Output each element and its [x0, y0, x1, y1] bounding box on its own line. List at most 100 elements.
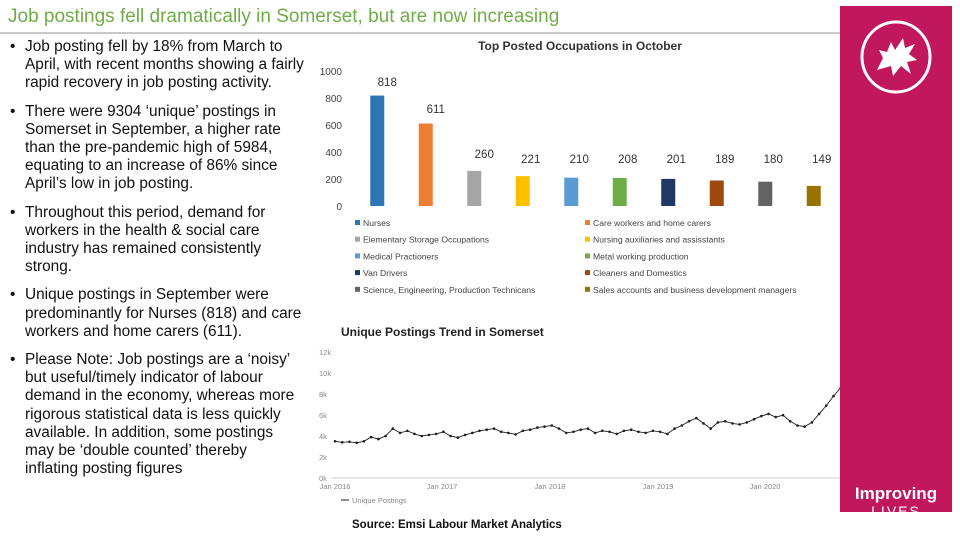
data-point	[781, 413, 785, 417]
data-point	[442, 430, 445, 434]
data-point	[362, 440, 366, 443]
line-y-tick-label: 2k	[319, 453, 327, 462]
legend-label: Metal working production	[593, 251, 689, 261]
data-point	[557, 427, 561, 430]
data-point	[673, 427, 676, 430]
data-point	[420, 434, 423, 438]
data-point	[485, 428, 488, 432]
data-point	[340, 441, 344, 444]
source-note: Source: Emsi Labour Market Analytics	[352, 519, 562, 531]
data-point	[449, 434, 452, 438]
data-point	[333, 440, 337, 443]
data-point	[666, 432, 669, 436]
data-point	[760, 414, 763, 418]
data-point	[369, 435, 373, 439]
data-point	[586, 427, 590, 430]
data-point	[702, 422, 705, 425]
legend-label: Science, Engineering, Production Technic…	[363, 285, 535, 295]
data-point	[579, 428, 582, 432]
charts-area: Top Posted Occupations in October 0 200 40…	[319, 39, 840, 531]
data-point	[564, 431, 568, 435]
data-point	[774, 415, 777, 419]
data-point	[391, 427, 395, 430]
data-point	[788, 420, 792, 423]
bullet-item: Throughout this period, demand for worke…	[8, 204, 304, 277]
bar	[515, 176, 530, 206]
data-point	[825, 404, 828, 407]
dragon-crest-icon	[860, 20, 932, 94]
bar	[467, 170, 482, 206]
data-point	[572, 430, 575, 434]
data-point	[644, 431, 647, 435]
legend-label: Cleaners and Domestics	[593, 268, 687, 278]
bar-data-label: 818	[378, 77, 397, 89]
data-point	[651, 429, 655, 433]
data-point	[687, 420, 691, 423]
bar-y-tick-label: 200	[325, 175, 342, 186]
data-point	[413, 432, 416, 436]
legend-swatch	[585, 253, 590, 259]
line-chart-title: Unique Postings Trend in Somerset	[341, 325, 544, 339]
bar-data-label: 611	[427, 104, 445, 116]
slide-title: Job postings fell dramatically in Somers…	[8, 6, 560, 27]
data-point	[593, 431, 597, 435]
data-point	[499, 430, 503, 434]
data-point	[514, 433, 517, 436]
data-point	[536, 426, 539, 429]
data-point	[839, 386, 840, 389]
line-y-tick-label: 12k	[319, 348, 331, 357]
bar-data-label: 180	[764, 154, 783, 166]
data-point	[384, 434, 387, 438]
legend-label: Sales accounts and business development …	[593, 285, 797, 295]
data-point	[377, 437, 380, 441]
bullet-list: Job posting fell by 18% from March to Ap…	[8, 38, 304, 488]
bar-data-label: 208	[618, 154, 637, 166]
data-point	[601, 429, 604, 433]
bar-y-tick-label: 800	[325, 94, 342, 105]
bar-data-label: 260	[475, 149, 494, 161]
bar	[758, 181, 773, 206]
data-point	[752, 417, 756, 421]
data-point	[456, 436, 460, 439]
data-point	[796, 424, 799, 427]
bar-y-tick-label: 1000	[320, 67, 343, 78]
line-x-tick-label: Jan 2018	[535, 482, 566, 491]
bullet-item: Unique postings in September were predom…	[8, 286, 304, 341]
data-point	[398, 431, 402, 435]
data-point	[767, 412, 770, 416]
legend-swatch	[355, 286, 360, 292]
bar-data-label: 149	[812, 154, 831, 166]
bar-y-tick-label: 0	[336, 202, 342, 213]
legend-label: Care workers and home carers	[593, 218, 711, 228]
data-point	[528, 428, 532, 432]
bar-data-label: 221	[521, 154, 540, 166]
data-point	[406, 429, 409, 433]
line-x-tick-label: Jan 2016	[320, 482, 351, 491]
data-point	[507, 431, 510, 435]
data-point	[637, 430, 640, 434]
data-point	[463, 433, 467, 437]
data-point	[622, 429, 626, 433]
data-point	[658, 430, 662, 434]
data-point	[615, 432, 619, 436]
data-point	[355, 441, 358, 445]
line-y-tick-label: 6k	[319, 411, 327, 420]
bar	[370, 95, 385, 206]
line-legend-label: Unique Postings	[352, 496, 407, 505]
data-point	[716, 421, 720, 424]
line-y-tick-label: 4k	[319, 432, 327, 441]
bar	[661, 178, 676, 206]
data-point	[723, 420, 727, 423]
data-point	[709, 427, 712, 430]
data-point	[427, 433, 431, 437]
legend-label: Elementary Storage Occupations	[363, 235, 489, 245]
bullet-item: There were 9304 ‘unique’ postings in Som…	[8, 103, 304, 194]
line-y-tick-label: 10k	[319, 369, 331, 378]
legend-label: Nurses	[363, 218, 390, 228]
legend-label: Van Drivers	[363, 268, 407, 278]
data-point	[745, 421, 749, 424]
bullet-item: Job posting fell by 18% from March to Ap…	[8, 38, 304, 93]
data-point	[695, 416, 698, 420]
data-point	[492, 427, 496, 430]
legend-label: Medical Practioners	[363, 251, 438, 261]
